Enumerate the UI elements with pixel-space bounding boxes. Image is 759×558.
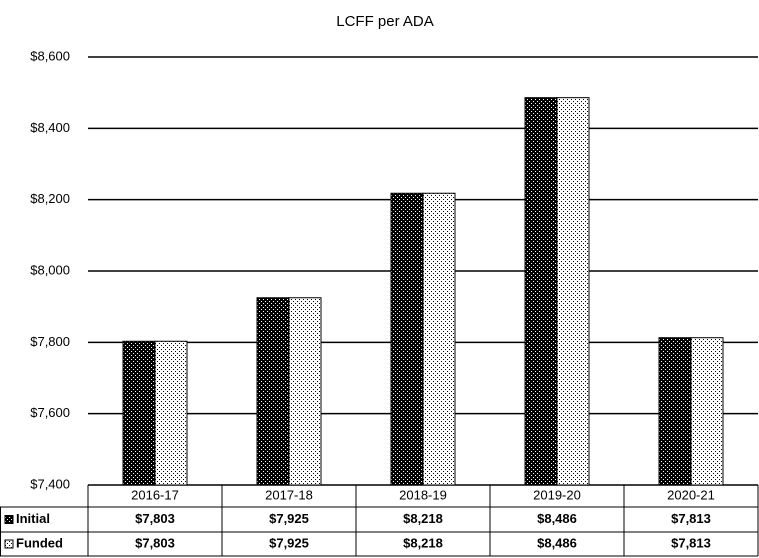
y-tick-label: $7,800 [30, 334, 70, 349]
y-tick-label: $8,400 [30, 120, 70, 135]
table-value: $7,813 [671, 535, 711, 550]
table-value: $7,813 [671, 511, 711, 526]
legend-swatch [4, 515, 14, 524]
table-value: $8,218 [403, 511, 443, 526]
table-value: $7,925 [269, 511, 309, 526]
bar [154, 340, 188, 486]
bar [390, 192, 424, 486]
y-tick-label: $8,000 [30, 262, 70, 277]
table-value: $7,803 [135, 535, 175, 550]
bar [256, 297, 290, 486]
chart-title: LCFF per ADA [336, 13, 434, 30]
table-value: $7,925 [269, 535, 309, 550]
y-tick-label: $7,600 [30, 405, 70, 420]
bar [288, 297, 322, 486]
x-tick-label: 2017-18 [265, 487, 313, 502]
x-tick-label: 2020-21 [667, 487, 715, 502]
bar [422, 192, 456, 486]
x-tick-label: 2016-17 [131, 487, 179, 502]
bar [658, 337, 692, 486]
legend-label: Funded [16, 535, 63, 550]
x-tick-label: 2019-20 [533, 487, 581, 502]
y-tick-label: $8,600 [30, 48, 70, 63]
table-value: $8,486 [537, 535, 577, 550]
bar [690, 337, 724, 486]
table-value: $8,218 [403, 535, 443, 550]
y-tick-label: $7,400 [30, 476, 70, 491]
legend-label: Initial [16, 511, 50, 526]
bar [122, 340, 156, 486]
x-tick-label: 2018-19 [399, 487, 447, 502]
bar [556, 97, 590, 486]
table-value: $7,803 [135, 511, 175, 526]
table-value: $8,486 [537, 511, 577, 526]
bar [524, 97, 558, 486]
y-tick-label: $8,200 [30, 191, 70, 206]
legend-swatch [4, 539, 14, 549]
